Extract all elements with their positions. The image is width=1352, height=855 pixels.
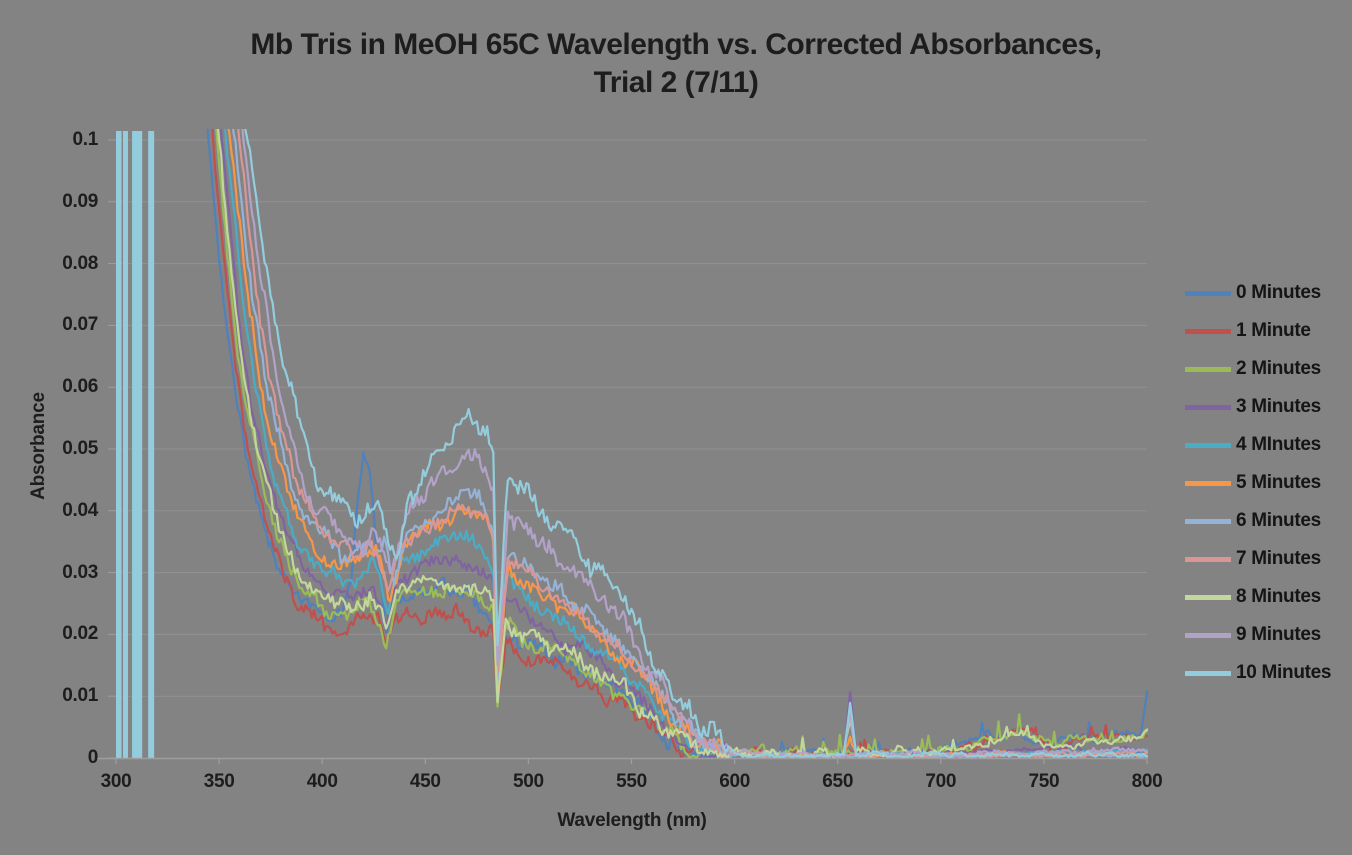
legend-swatch-icon (1185, 632, 1231, 638)
legend-label: 7 Minutes (1236, 548, 1321, 569)
legend-swatch-icon (1185, 670, 1231, 676)
x-tick-label-600: 600 (719, 771, 750, 792)
legend-label: 5 Minutes (1236, 472, 1321, 493)
legend-item-7-minutes[interactable]: 7 Minutes (1185, 544, 1321, 574)
x-tick-label-400: 400 (306, 771, 338, 792)
legend-item-2-minutes[interactable]: 2 Minutes (1185, 354, 1321, 384)
x-tick-label-700: 700 (925, 771, 957, 792)
legend-swatch-icon (1185, 594, 1231, 600)
legend-label: 6 Minutes (1236, 510, 1321, 531)
legend-item-5-minutes[interactable]: 5 Minutes (1185, 468, 1321, 498)
saturated-bar-3 (148, 131, 155, 758)
chart-title-line-1: Mb Tris in MeOH 65C Wavelength vs. Corre… (250, 28, 1102, 61)
legend-label: 9 Minutes (1236, 624, 1321, 645)
legend-item-8-minutes[interactable]: 8 Minutes (1185, 582, 1321, 612)
x-tick-label-650: 650 (822, 771, 854, 792)
legend-label: 4 MInutes (1236, 434, 1321, 455)
saturated-bar-1 (123, 131, 128, 758)
y-tick-label-0.08: 0.08 (62, 252, 98, 274)
legend-item-3-minutes[interactable]: 3 Minutes (1185, 392, 1321, 422)
legend-item-0-minutes[interactable]: 0 Minutes (1185, 278, 1321, 308)
y-tick-label-0.09: 0.09 (62, 190, 98, 212)
legend-item-9-minutes[interactable]: 9 Minutes (1185, 620, 1321, 650)
legend-swatch-icon (1185, 404, 1231, 410)
series-line-7-minutes[interactable] (236, 101, 1149, 759)
legend-item-4-minutes[interactable]: 4 MInutes (1185, 430, 1321, 460)
y-tick-label-0.03: 0.03 (62, 561, 98, 583)
legend-item-1-minute[interactable]: 1 Minute (1185, 316, 1311, 346)
y-tick-label-0: 0 (87, 747, 99, 768)
legend-item-6-minutes[interactable]: 6 Minutes (1185, 506, 1321, 536)
y-tick-label-0.05: 0.05 (62, 438, 98, 459)
legend-label: 3 Minutes (1236, 396, 1321, 417)
y-tick-label-0.01: 0.01 (62, 685, 98, 707)
x-tick-label-800: 800 (1131, 771, 1163, 792)
legend-swatch-icon (1185, 290, 1231, 296)
legend-item-10-minutes[interactable]: 10 Minutes (1185, 658, 1332, 688)
legend-swatch-icon (1185, 518, 1231, 524)
series-line-10-minutes[interactable] (244, 121, 1149, 759)
series-line-8-minutes[interactable] (217, 116, 1149, 759)
y-tick-label-0.1: 0.1 (72, 129, 98, 150)
series-line-3-minutes[interactable] (219, 107, 1149, 759)
legend-swatch-icon (1185, 480, 1231, 486)
legend-swatch-icon (1185, 556, 1231, 562)
y-tick-label-0.04: 0.04 (62, 499, 98, 521)
x-tick-label-750: 750 (1028, 771, 1060, 792)
y-tick-label-0.07: 0.07 (62, 314, 98, 336)
legend-label: 8 Minutes (1236, 586, 1321, 607)
legend-swatch-icon (1185, 442, 1231, 448)
legend-swatch-icon (1185, 366, 1231, 372)
x-tick-label-500: 500 (512, 771, 544, 792)
legend-label: 0 Minutes (1236, 282, 1321, 303)
x-tick-label-550: 550 (616, 771, 647, 792)
series-line-2-minutes[interactable] (215, 113, 1149, 759)
chart-title[interactable]: Mb Tris in MeOH 65C Wavelength vs. Corre… (28, 26, 1324, 102)
x-tick-label-450: 450 (409, 771, 441, 792)
series-line-4-minutes[interactable] (223, 121, 1149, 759)
legend-swatch-icon (1185, 328, 1231, 334)
legend-label: 2 Minutes (1236, 358, 1321, 379)
legend-label: 1 Minute (1236, 320, 1311, 341)
series-line-6-minutes[interactable] (232, 106, 1149, 759)
saturated-bar-0 (116, 131, 122, 758)
x-axis-title[interactable]: Wavelength (nm) (557, 810, 707, 831)
x-tick-label-300: 300 (100, 771, 132, 792)
x-tick-label-350: 350 (203, 771, 235, 792)
series-line-1-minute[interactable] (211, 112, 1149, 759)
series-line-9-minutes[interactable] (240, 103, 1149, 759)
y-tick-label-0.06: 0.06 (62, 376, 98, 398)
legend-label: 10 Minutes (1236, 662, 1332, 683)
series-line-5-minutes[interactable] (227, 121, 1149, 759)
saturated-bar-2 (132, 131, 143, 758)
y-tick-label-0.02: 0.02 (62, 623, 98, 645)
series-line-0-minutes[interactable] (206, 118, 1149, 759)
chart-title-line-2: Trial 2 (7/11) (593, 66, 759, 99)
